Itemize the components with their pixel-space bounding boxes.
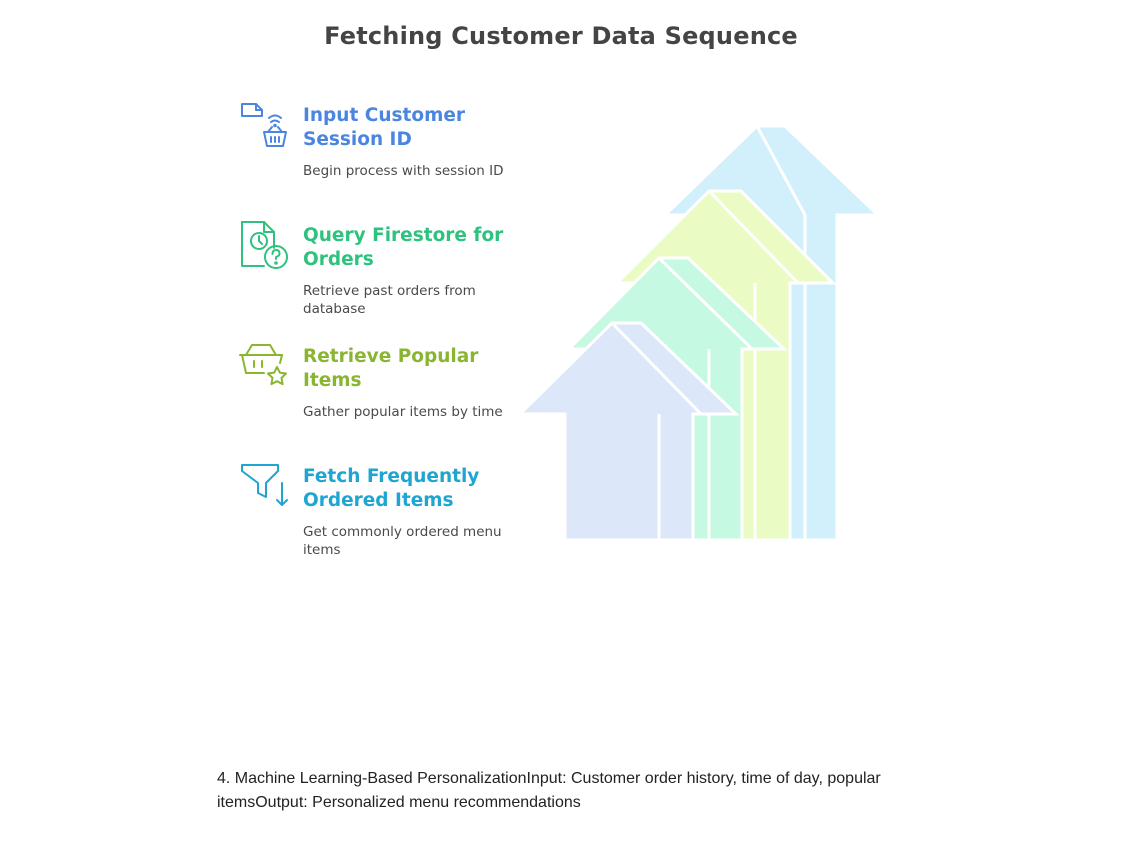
step-input-customer-session-id: Input Customer Session ID Begin process … — [238, 103, 518, 214]
funnel-arrow-icon — [238, 461, 292, 515]
step-description: Get commonly ordered menu items — [303, 524, 502, 558]
step-fetch-frequently-ordered-items: Fetch Frequently Ordered Items Get commo… — [238, 464, 518, 575]
diagram-title: Fetching Customer Data Sequence — [324, 22, 798, 50]
arrow-mint — [565, 256, 788, 542]
arrow-periwinkle — [516, 321, 740, 542]
basket-star-icon — [238, 341, 292, 395]
step-retrieve-popular-items: Retrieve Popular Items Gather popular it… — [238, 344, 518, 455]
step-description: Gather popular items by time — [303, 404, 503, 420]
document-clock-question-icon — [238, 220, 292, 274]
step-title: Fetch Frequently Ordered Items — [303, 466, 480, 511]
step-title: Query Firestore for Orders — [303, 225, 504, 270]
step-description: Begin process with session ID — [303, 163, 504, 179]
step-title: Retrieve Popular Items — [303, 346, 479, 391]
arrow-light-blue — [661, 124, 882, 542]
step-description: Retrieve past orders from database — [303, 283, 476, 317]
session-basket-icon — [238, 100, 292, 154]
arrow-light-green — [613, 189, 837, 542]
footnote-text: 4. Machine Learning-Based Personalizatio… — [217, 770, 881, 811]
step-query-firestore-for-orders: Query Firestore for Orders Retrieve past… — [238, 221, 518, 334]
step-title: Input Customer Session ID — [303, 105, 466, 150]
